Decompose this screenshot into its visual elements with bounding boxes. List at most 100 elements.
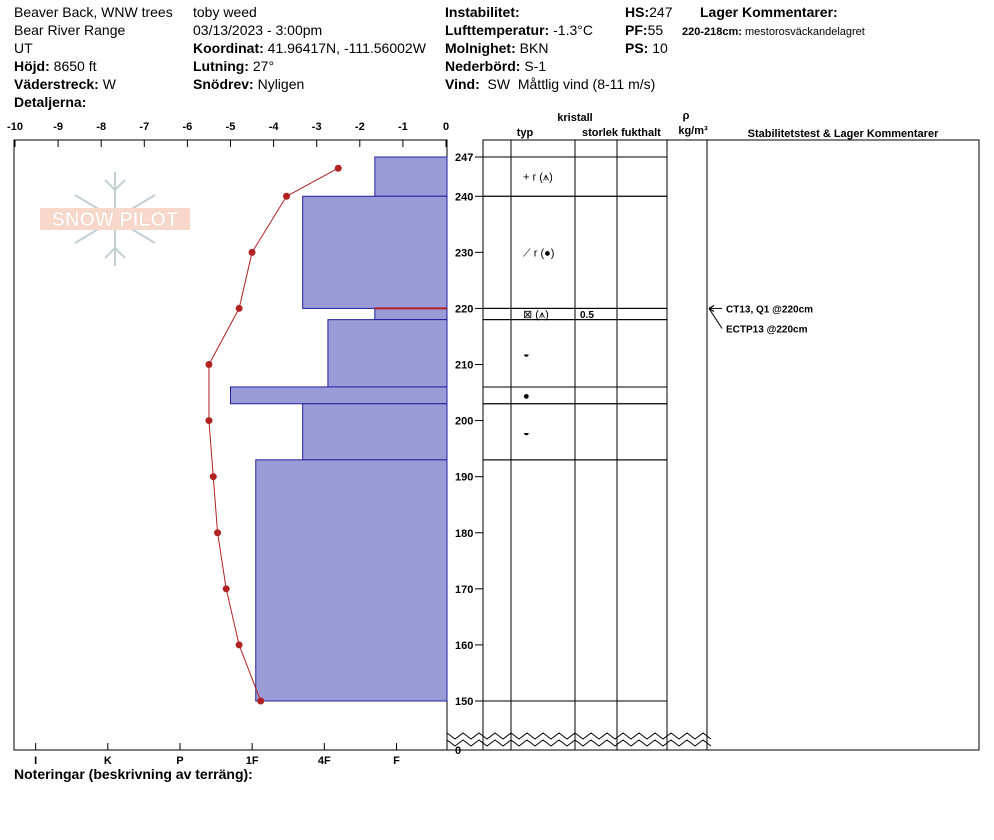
value: 55: [648, 22, 664, 38]
label: Lutning:: [193, 58, 249, 74]
temperature-point: [283, 192, 291, 200]
aspect: Väderstreck: W: [14, 76, 117, 92]
hardness-tick-label: P: [176, 755, 183, 767]
coordinates: Koordinat: 41.96417N, -111.56002W: [193, 40, 427, 56]
hardness-tick-label: K: [104, 755, 112, 767]
type-header: typ: [517, 127, 534, 139]
layer-comment: 220-218cm: mestorosväckandelagret: [682, 26, 865, 38]
temp-tick-label: -3: [312, 121, 322, 133]
stability-test: CT13, Q1 @220cm: [726, 304, 813, 315]
slope: Lutning: 27°: [193, 58, 274, 74]
value: mestorosväckandelagret: [745, 26, 865, 38]
label: 220-218cm:: [682, 26, 742, 38]
temp-tick-label: -8: [96, 121, 106, 133]
value: -1.3°C: [553, 22, 593, 38]
observer: toby weed: [193, 4, 257, 20]
grain-type: ⊠ (⩚): [523, 309, 549, 321]
height-tick-label: 230: [455, 247, 473, 259]
temperature-point: [334, 164, 342, 172]
sky: Molnighet: BKN: [445, 40, 548, 56]
stability-header: Stabilitetstest & Lager Kommentarer: [748, 128, 939, 140]
ground-tick-label: 0: [455, 745, 461, 757]
height-tick-label: 240: [455, 191, 473, 203]
notes: Noteringar (beskrivning av terräng):: [14, 766, 253, 782]
precip: Nederbörd: S-1: [445, 58, 546, 74]
header: Beaver Back, WNW trees Bear River Range …: [14, 4, 865, 110]
value: 41.96417N, -111.56002W: [268, 40, 427, 56]
temperature-point: [214, 529, 222, 537]
grain-type: ◒: [523, 348, 530, 360]
temp-tick-label: -7: [139, 121, 149, 133]
arrow-head: [708, 304, 715, 312]
hardness-bar: [230, 386, 448, 405]
grain-type: ⟋ r (●): [523, 247, 554, 259]
height-tick-label: 160: [455, 640, 473, 652]
instability: Instabilitet:: [445, 4, 520, 20]
ps: PS: 10: [625, 40, 668, 56]
hardness-tick-label: I: [34, 755, 37, 767]
hardness-tick-label: F: [393, 755, 400, 767]
label: Väderstreck:: [14, 76, 99, 92]
grain-type: ●: [523, 390, 530, 402]
hardness-bar: [374, 156, 448, 197]
axis-break: [446, 732, 712, 740]
temperature-point: [222, 585, 230, 593]
temp-tick-label: -9: [53, 121, 63, 133]
pf: PF:55: [625, 22, 663, 38]
label: Höjd:: [14, 58, 50, 74]
grain-type: + r (⩚): [523, 172, 553, 184]
label: Vind:: [445, 76, 480, 92]
temperature-point: [248, 248, 256, 256]
height-tick-label: 190: [455, 472, 473, 484]
state: UT: [14, 40, 33, 56]
details: Detaljerna:: [14, 94, 86, 110]
temp-tick-label: -4: [269, 121, 280, 133]
size-header: storlek: [582, 127, 619, 139]
grain-type: ◒: [523, 427, 530, 439]
value: W: [103, 76, 117, 92]
temperature-point: [205, 417, 213, 425]
hardness-tick-label: 1F: [246, 755, 259, 767]
table-columns: [510, 140, 708, 750]
logo-text: SNOW PILOT: [52, 209, 179, 231]
temperature-point: [205, 361, 213, 369]
value: 247: [649, 4, 673, 20]
value: 8650 ft: [54, 58, 97, 74]
wind-loading: Snödrev: Nyligen: [193, 76, 304, 92]
air-temp: Lufttemperatur: -1.3°C: [445, 22, 593, 38]
logo: SNOW PILOT: [40, 172, 190, 266]
hardness-bar: [374, 307, 448, 321]
hardness-bar: [327, 319, 448, 388]
table-headers: kristall typ storlek fukthalt ρ kg/m³ St…: [517, 110, 939, 140]
range: Bear River Range: [14, 22, 125, 38]
hardness-bar: [255, 459, 448, 702]
test-arrow: [708, 308, 723, 329]
temp-tick-label: -1: [398, 121, 408, 133]
value: Nyligen: [258, 76, 305, 92]
height-tick-label: 170: [455, 584, 473, 596]
temperature-point: [235, 641, 243, 649]
value: 27°: [253, 58, 274, 74]
label: PS:: [625, 40, 648, 56]
label: HS:: [625, 4, 649, 20]
grain-size: 0.5: [580, 310, 594, 321]
label: Snödrev:: [193, 76, 254, 92]
label: Lufttemperatur:: [445, 22, 549, 38]
value: BKN: [520, 40, 549, 56]
axis-break: [446, 739, 712, 747]
hardness-bar: [302, 403, 448, 461]
temperature-point: [235, 304, 243, 312]
label: Molnighet:: [445, 40, 516, 56]
height-tick-label: 220: [455, 303, 473, 315]
temp-tick-label: -6: [183, 121, 193, 133]
temp-tick-label: -2: [355, 121, 365, 133]
temp-tick-label: -10: [7, 121, 23, 133]
rho-header: ρ: [683, 110, 690, 122]
height-tick-label: 150: [455, 696, 473, 708]
temperature-point: [257, 697, 265, 705]
moisture-header: fukthalt: [621, 127, 661, 139]
value: SW Måttlig vind (8-11 m/s): [488, 76, 656, 92]
label: Nederbörd:: [445, 58, 520, 74]
wind: Vind: SW Måttlig vind (8-11 m/s): [445, 76, 655, 92]
